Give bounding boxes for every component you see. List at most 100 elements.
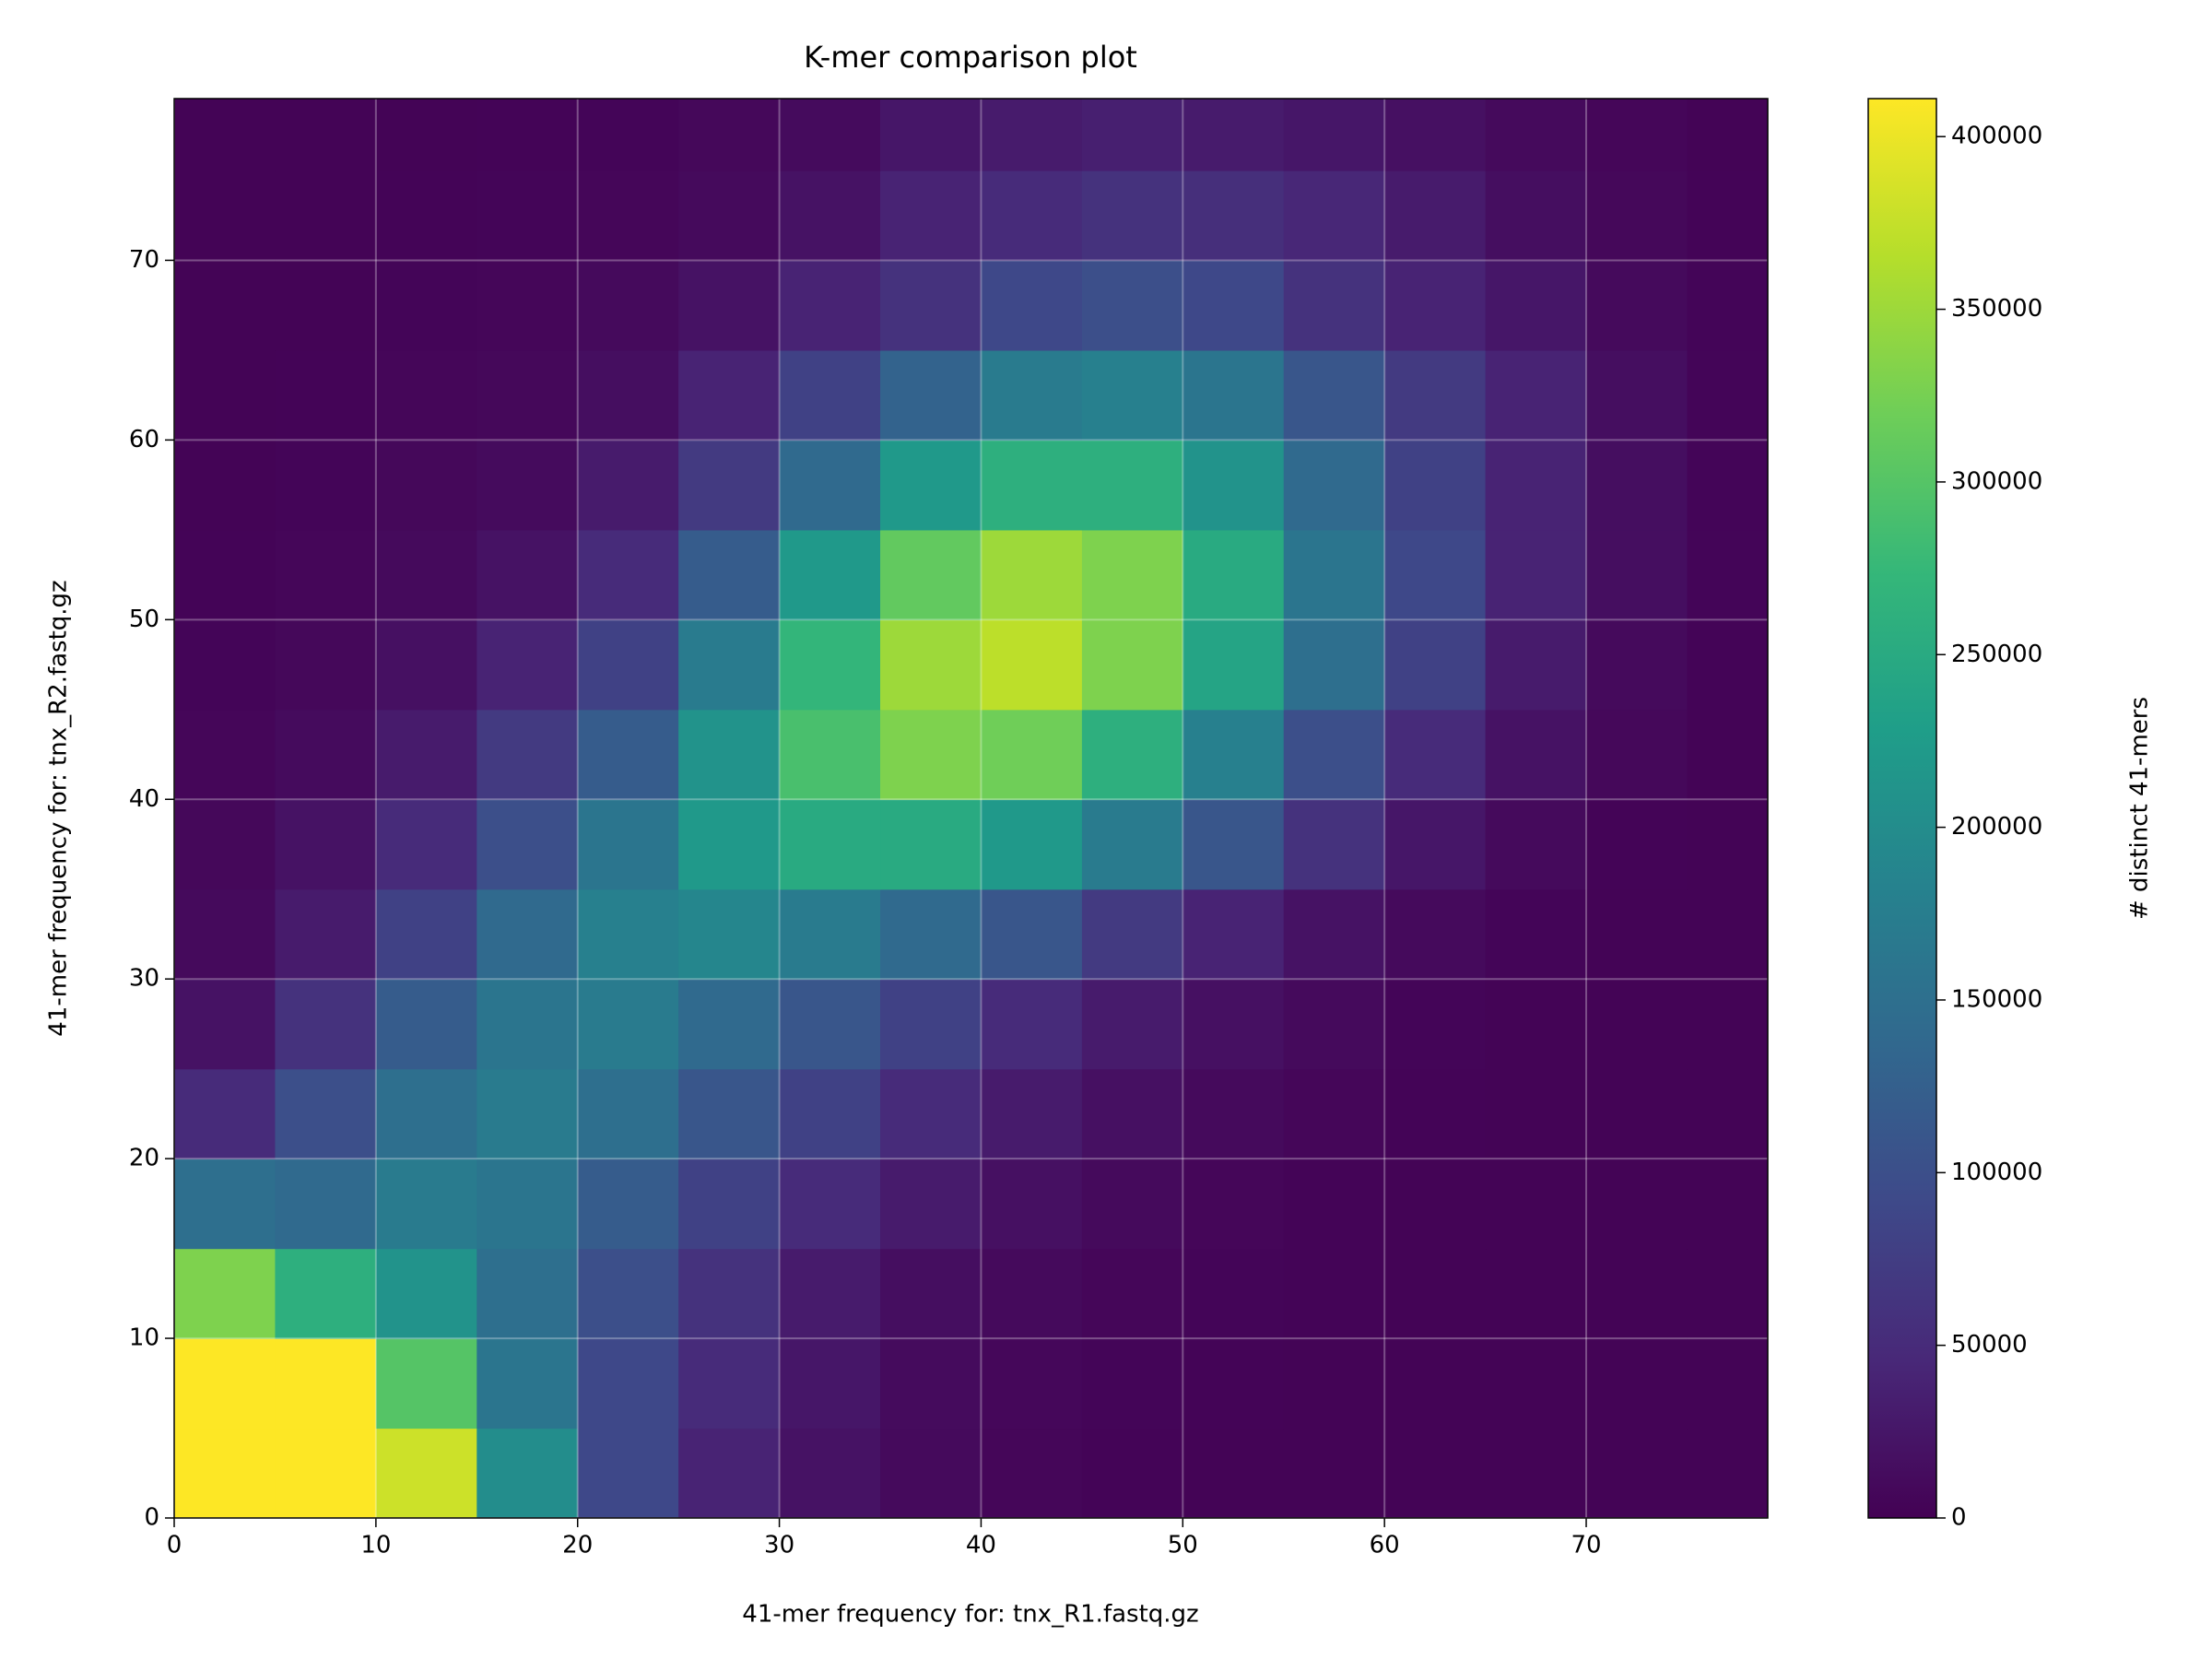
heatmap-cell — [981, 979, 1083, 1070]
heatmap-cell — [1384, 260, 1487, 351]
heatmap-cell — [1283, 888, 1385, 980]
heatmap-cell — [375, 1428, 477, 1518]
colorbar-tick-label: 400000 — [1951, 123, 2042, 150]
heatmap-cell — [375, 260, 477, 351]
heatmap-cell — [375, 1159, 477, 1250]
heatmap-cell — [1485, 529, 1587, 620]
heatmap-cell — [981, 1159, 1083, 1250]
heatmap-cell — [779, 99, 881, 171]
heatmap-cell — [1687, 1338, 1768, 1430]
heatmap-cell — [477, 99, 579, 171]
heatmap-cell — [275, 799, 377, 890]
heatmap-cell — [1687, 979, 1768, 1070]
heatmap-cell — [678, 1428, 781, 1518]
heatmap-cell — [577, 99, 679, 171]
heatmap-cell — [678, 349, 781, 441]
heatmap-cell — [375, 709, 477, 800]
heatmap-cell — [1586, 529, 1688, 620]
y-axis-label: 41-mer frequency for: tnx_R2.fastq.gz — [45, 580, 73, 1036]
heatmap-cell — [1485, 799, 1587, 890]
heatmap-cell — [880, 1248, 982, 1339]
heatmap-cell — [477, 979, 579, 1070]
heatmap-cell — [1283, 440, 1385, 531]
heatmap-cell — [1485, 1159, 1587, 1250]
heatmap-cell — [1283, 99, 1385, 171]
heatmap-cell — [174, 1159, 276, 1250]
heatmap-cell — [1687, 349, 1768, 441]
heatmap-cell — [577, 1338, 679, 1430]
heatmap-cell — [1182, 709, 1285, 800]
y-tick-label: 70 — [129, 246, 159, 274]
colorbar-tick-label: 150000 — [1951, 985, 2042, 1013]
heatmap-cell — [275, 888, 377, 980]
heatmap-cell — [880, 99, 982, 171]
heatmap-cell — [678, 619, 781, 711]
heatmap-cell — [779, 1338, 881, 1430]
heatmap-cell — [1687, 440, 1768, 531]
x-tick-label: 0 — [167, 1532, 182, 1559]
heatmap-cell — [275, 1248, 377, 1339]
heatmap-cell — [577, 619, 679, 711]
heatmap-cell — [1586, 888, 1688, 980]
heatmap-cell — [981, 1428, 1083, 1518]
heatmap-cell — [1081, 1159, 1183, 1250]
heatmap-cell — [1283, 1159, 1385, 1250]
heatmap-cell — [1485, 709, 1587, 800]
heatmap-cell — [1384, 1248, 1487, 1339]
heatmap-cell — [275, 1159, 377, 1250]
heatmap-cell — [375, 1248, 477, 1339]
colorbar — [1867, 98, 1937, 1519]
heatmap-cell — [1485, 440, 1587, 531]
heatmap-cell — [1586, 170, 1688, 262]
heatmap-cell — [1485, 1248, 1587, 1339]
heatmap-cell — [1586, 709, 1688, 800]
heatmap-cell — [1182, 1338, 1285, 1430]
heatmap-cell — [375, 888, 477, 980]
x-tick-label: 50 — [1168, 1532, 1198, 1559]
heatmap-cell — [477, 1338, 579, 1430]
heatmap-cell — [1586, 619, 1688, 711]
heatmap-cell — [275, 1428, 377, 1518]
chart-title: K-mer comparison plot — [804, 40, 1137, 75]
heatmap-cell — [1384, 170, 1487, 262]
heatmap-cell — [275, 1068, 377, 1159]
heatmap-cell — [174, 1338, 276, 1430]
colorbar-tick-label: 250000 — [1951, 641, 2042, 668]
heatmap-cell — [1081, 979, 1183, 1070]
heatmap-cell — [577, 529, 679, 620]
heatmap-cell — [779, 709, 881, 800]
plot-frame — [173, 98, 1769, 1519]
heatmap-cell — [275, 170, 377, 262]
heatmap-cell — [1182, 979, 1285, 1070]
heatmap-cell — [174, 440, 276, 531]
heatmap-cell — [880, 888, 982, 980]
heatmap-cell — [1283, 170, 1385, 262]
heatmap-cell — [375, 99, 477, 171]
heatmap — [174, 99, 1768, 1518]
heatmap-cell — [880, 799, 982, 890]
heatmap-cell — [1081, 799, 1183, 890]
heatmap-cell — [880, 619, 982, 711]
heatmap-cell — [1586, 1338, 1688, 1430]
heatmap-cell — [1081, 260, 1183, 351]
heatmap-cell — [1384, 799, 1487, 890]
heatmap-cell — [275, 260, 377, 351]
heatmap-cell — [1182, 260, 1285, 351]
heatmap-cell — [1485, 1338, 1587, 1430]
heatmap-cell — [577, 1248, 679, 1339]
heatmap-cell — [174, 799, 276, 890]
x-tick-label: 20 — [562, 1532, 593, 1559]
heatmap-cell — [779, 799, 881, 890]
heatmap-cell — [477, 709, 579, 800]
heatmap-cell — [577, 440, 679, 531]
y-tick-label: 20 — [129, 1145, 159, 1172]
heatmap-cell — [1081, 709, 1183, 800]
heatmap-cell — [779, 619, 881, 711]
heatmap-cell — [1182, 799, 1285, 890]
heatmap-cell — [779, 979, 881, 1070]
heatmap-cell — [678, 1159, 781, 1250]
heatmap-cell — [981, 170, 1083, 262]
heatmap-cell — [174, 1068, 276, 1159]
heatmap-cell — [1586, 1428, 1688, 1518]
heatmap-cell — [174, 349, 276, 441]
